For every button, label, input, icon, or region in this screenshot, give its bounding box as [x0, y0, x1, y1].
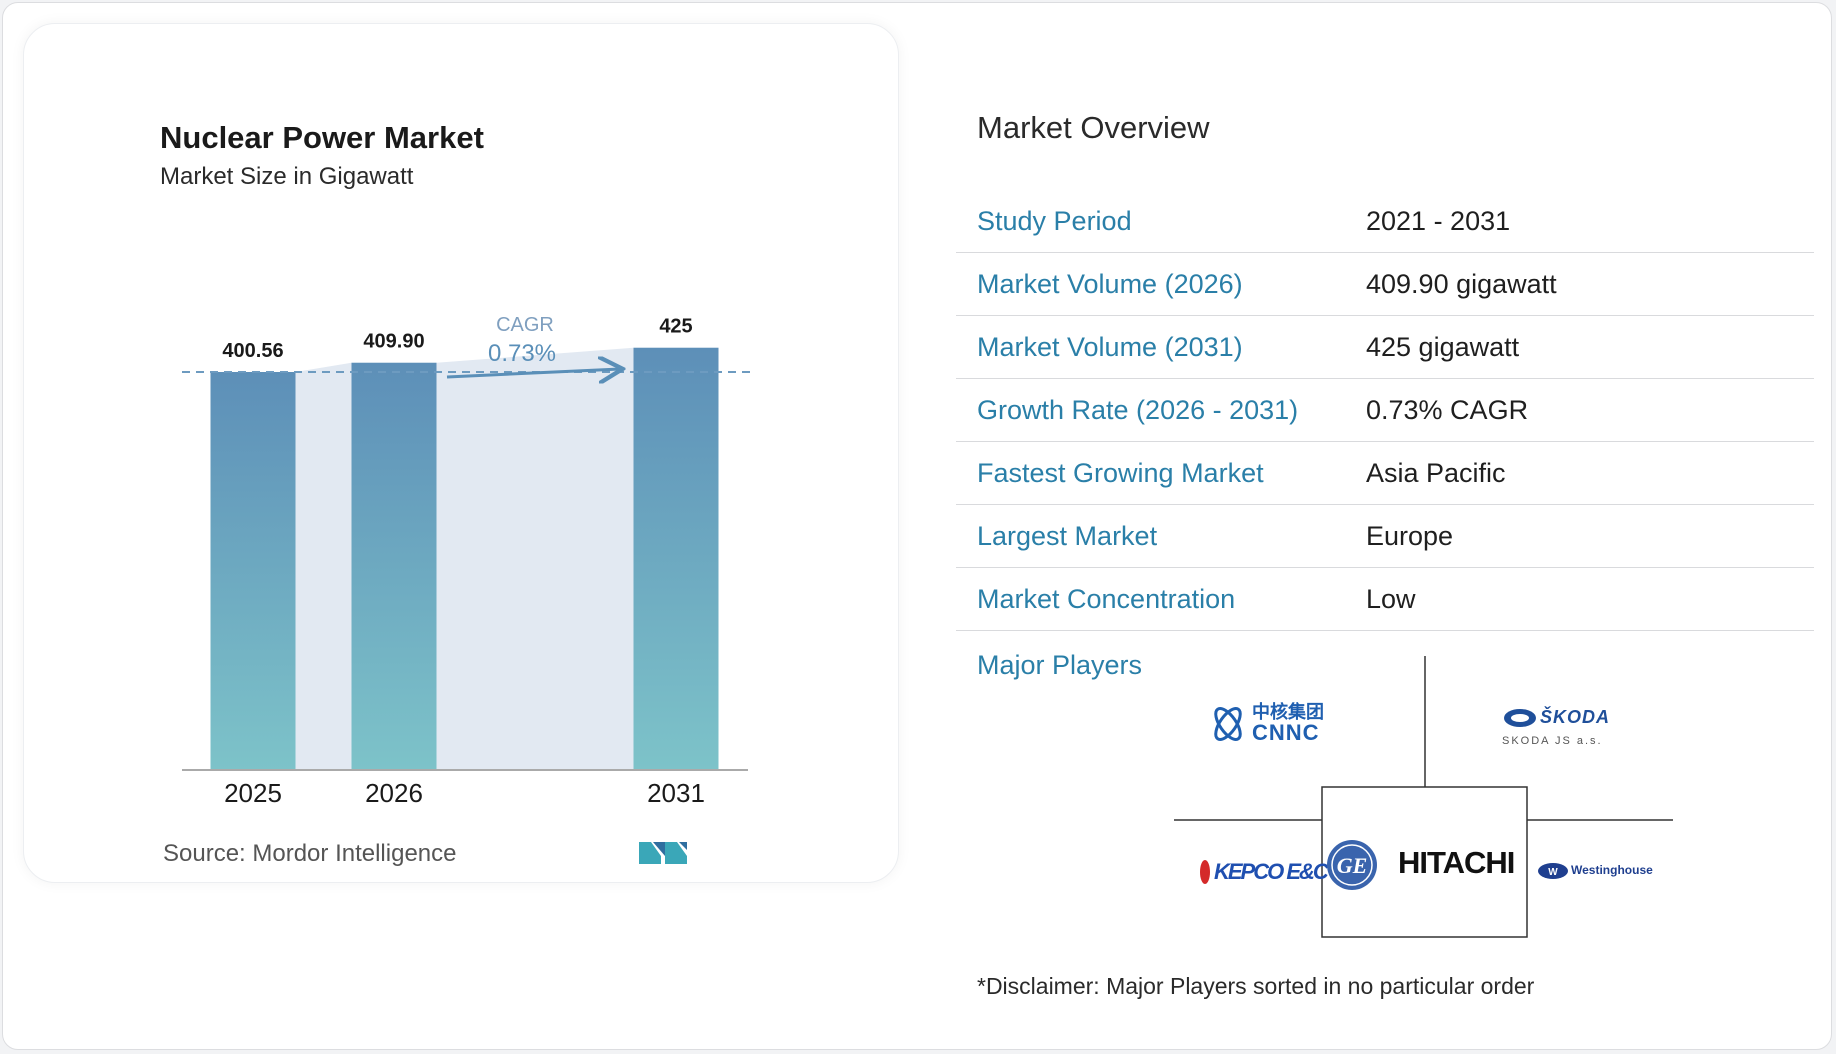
overview-row: Market Volume (2026) 409.90 gigawatt	[956, 253, 1814, 316]
chart-subtitle: Market Size in Gigawatt	[160, 163, 414, 190]
x-tick-label: 2031	[647, 778, 705, 808]
growth-band	[436, 347, 634, 770]
bar-2026	[351, 362, 437, 770]
cagr-label: CAGR	[496, 314, 554, 336]
bar-2031	[633, 347, 719, 770]
source-text: Source: Mordor Intelligence	[163, 840, 457, 867]
overview-row-value: Asia Pacific	[1366, 458, 1506, 488]
svg-text:GE: GE	[1337, 853, 1368, 878]
mordor-intelligence-logo	[639, 842, 687, 864]
major-players-label: Major Players	[977, 650, 1143, 680]
overview-row: Market Concentration Low	[956, 568, 1814, 631]
x-tick-label: 2026	[365, 778, 423, 808]
overview-row-label: Largest Market	[977, 521, 1158, 551]
bar-2025	[210, 372, 296, 770]
growth-band	[295, 362, 352, 770]
overview-row-label: Study Period	[977, 206, 1132, 236]
overview-row: Largest Market Europe	[956, 505, 1814, 568]
market-overview-title: Market Overview	[977, 110, 1210, 145]
overview-row: Market Volume (2031) 425 gigawatt	[956, 316, 1814, 379]
ge-logo: GE	[1325, 838, 1379, 897]
overview-row-value: 409.90 gigawatt	[1366, 269, 1557, 299]
hitachi-logo: HITACHI	[1398, 845, 1515, 880]
overview-row: Growth Rate (2026 - 2031) 0.73% CAGR	[956, 379, 1814, 442]
market-overview-table: Study Period 2021 - 2031 Market Volume (20…	[956, 190, 1814, 631]
overview-row-label: Market Volume (2026)	[977, 269, 1243, 299]
chart-title: Nuclear Power Market	[160, 120, 484, 155]
overview-row-label: Market Concentration	[977, 584, 1236, 614]
svg-text:W: W	[1548, 867, 1558, 878]
cagr-value: 0.73%	[488, 340, 556, 367]
bar-value-label: 400.56	[222, 340, 283, 362]
overview-row-label: Market Volume (2031)	[977, 332, 1243, 362]
overview-row-value: Low	[1366, 584, 1416, 614]
overview-row: Fastest Growing Market Asia Pacific	[956, 442, 1814, 505]
overview-row-value: 2021 - 2031	[1366, 206, 1511, 236]
x-tick-label: 2025	[224, 778, 282, 808]
disclaimer-text: *Disclaimer: Major Players sorted in no …	[977, 973, 1535, 999]
overview-row-value: 425 gigawatt	[1366, 332, 1520, 362]
overview-row-label: Fastest Growing Market	[977, 458, 1264, 488]
cagr-arrow	[446, 369, 620, 377]
bar-value-label: 425	[659, 316, 692, 338]
overview-row-label: Growth Rate (2026 - 2031)	[977, 395, 1299, 425]
overview-row-value: Europe	[1366, 521, 1454, 551]
overview-row: Study Period 2021 - 2031	[956, 190, 1814, 253]
overview-row-value: 0.73% CAGR	[1366, 395, 1529, 425]
bar-chart: 400.56 2025 409.90 2026 425 2031 CAGR 0.73%	[182, 314, 750, 808]
bar-value-label: 409.90	[363, 331, 424, 353]
